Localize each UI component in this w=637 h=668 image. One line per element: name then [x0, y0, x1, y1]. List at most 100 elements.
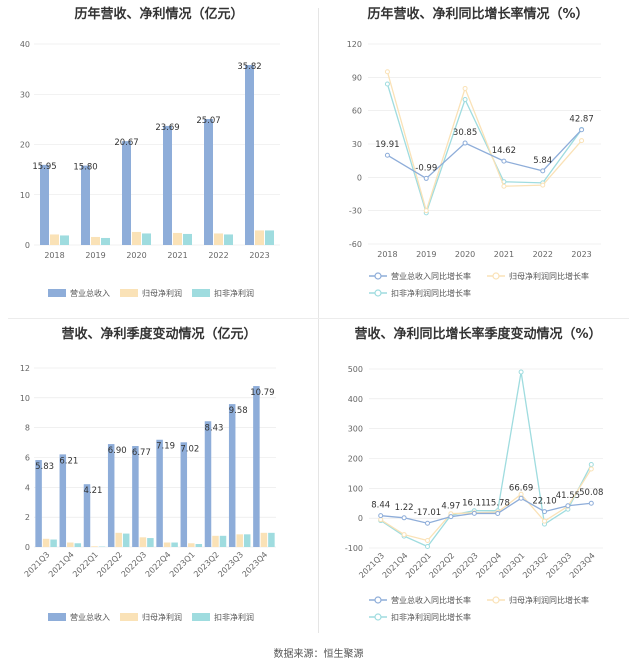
data-label: 8.43 [205, 423, 224, 433]
bar-deducted-profit [147, 538, 154, 547]
series-point [462, 140, 468, 146]
bar-deducted-profit [195, 544, 203, 547]
y-tick-label: 400 [348, 395, 363, 404]
bar-deducted-profit [101, 237, 110, 245]
legend-swatch [48, 289, 66, 297]
bar-revenue [35, 460, 42, 547]
bar-net-profit [255, 230, 264, 245]
series-point [579, 138, 585, 144]
bar-net-profit [42, 538, 50, 547]
series-point [425, 544, 430, 550]
series-point [542, 509, 547, 515]
legend-label: 扣非净利润 [214, 288, 254, 298]
legend-marker [492, 272, 500, 280]
series-point [448, 514, 454, 520]
bar-net-profit [163, 542, 171, 547]
data-label: 30.85 [453, 128, 477, 138]
bar-revenue [107, 444, 115, 547]
bar-net-profit [67, 542, 74, 547]
bar-revenue [228, 404, 236, 547]
series-point [425, 538, 430, 544]
x-tick-label: 2022 [533, 250, 553, 259]
series-point [540, 182, 546, 188]
data-label: 7.02 [180, 444, 199, 454]
legend-label: 营业总收入同比增长率 [391, 595, 471, 605]
x-tick-label: 2021 [167, 251, 187, 260]
x-tick-label: 2023Q4 [240, 550, 269, 579]
y-tick-label: 30 [352, 140, 362, 149]
data-source-footer: 数据来源：恒生聚源 [273, 649, 364, 660]
chart-title: 营收、净利同比增长率季度变动情况（%） [354, 326, 601, 342]
legend-swatch [120, 613, 138, 621]
series-point [401, 515, 407, 521]
bar-deducted-profit [265, 230, 274, 245]
chart-title: 历年营收、净利情况（亿元） [74, 6, 243, 22]
legend-label: 营业总收入 [70, 612, 110, 622]
series-point [462, 97, 468, 103]
x-tick-label: 2020 [455, 250, 475, 259]
series-point [423, 208, 429, 214]
y-tick-label: 0 [357, 173, 362, 182]
legend-swatch [48, 613, 66, 621]
bar-deducted-profit [122, 533, 130, 547]
x-tick-label: 2023Q3 [216, 550, 245, 579]
series-point [401, 532, 407, 538]
bar-net-profit [212, 535, 219, 547]
bar-net-profit [132, 231, 141, 245]
data-label: 41.55 [556, 491, 580, 501]
y-tick-label: 200 [348, 455, 363, 464]
bar-revenue [180, 442, 188, 547]
legend-label: 归母净利润同比增长率 [509, 271, 589, 281]
x-tick-label: 2019 [416, 250, 436, 259]
bar-deducted-profit [268, 532, 275, 547]
x-tick-label: 2018 [377, 250, 397, 259]
legend-label: 营业总收入同比增长率 [391, 271, 471, 281]
bar-revenue [253, 386, 260, 547]
bar-net-profit [91, 236, 100, 245]
series-point [384, 152, 390, 158]
bar-revenue [245, 65, 254, 245]
y-tick-label: -60 [349, 240, 362, 249]
bar-revenue [163, 125, 172, 245]
data-label: 50.08 [579, 488, 603, 498]
legend-label: 归母净利润 [142, 612, 182, 622]
data-label: 4.21 [84, 486, 103, 496]
annual-growth-rate-chart: 历年营收、净利同比增长率情况（%） -60 -30 0 30 60 90 120 19.91 20… [319, 0, 637, 320]
y-tick-label: 30 [20, 90, 30, 99]
series-point [518, 369, 524, 375]
data-label: 5.83 [35, 462, 54, 472]
y-tick-label: 100 [348, 484, 363, 493]
x-tick-label: 2022 [208, 251, 228, 260]
x-tick-label: 2022Q3 [119, 550, 148, 579]
series-point [501, 183, 507, 189]
y-tick-label: 2 [25, 513, 30, 522]
x-tick-label: 2021Q4 [47, 550, 76, 579]
data-label: 6.90 [108, 446, 127, 456]
bar-revenue [204, 421, 212, 547]
bar-net-profit [173, 232, 182, 245]
bar-deducted-profit [171, 542, 178, 547]
bar-net-profit [50, 234, 59, 245]
bar-deducted-profit [224, 234, 233, 245]
data-label: 19.91 [375, 140, 399, 150]
bar-net-profit [188, 543, 195, 547]
x-tick-label: 2023Q1 [168, 550, 197, 579]
legend-swatch [192, 289, 210, 297]
chart-title: 历年营收、净利同比增长率情况（%） [367, 6, 588, 22]
quarterly-growth-rate-chart: 营收、净利同比增长率季度变动情况（%） -100 0 100 200 300 400 500 8… [319, 320, 637, 640]
series-point [425, 520, 430, 526]
y-tick-label: 500 [348, 365, 363, 374]
legend-label: 归母净利润 [142, 288, 182, 298]
series-point [518, 495, 524, 501]
bar-revenue [132, 446, 139, 547]
series-point [588, 461, 594, 467]
y-tick-label: 10 [20, 191, 30, 200]
x-tick-label: 2019 [85, 251, 105, 260]
bar-revenue [40, 164, 49, 245]
data-label: 6.77 [132, 448, 151, 458]
y-tick-label: 300 [348, 425, 363, 434]
series-line-revenue [387, 129, 583, 180]
bar-revenue [122, 141, 131, 245]
data-label: 5.84 [533, 156, 552, 166]
bar-net-profit [260, 532, 268, 547]
